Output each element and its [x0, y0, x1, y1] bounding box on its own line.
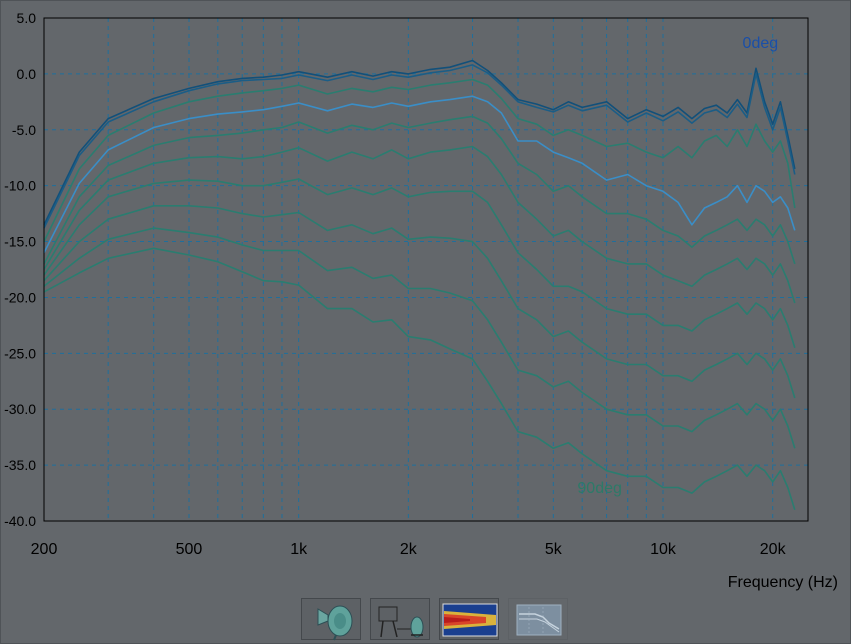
response-curve-5: [43, 145, 796, 304]
x-tick-label: 20k: [760, 541, 787, 558]
annotation-layer: 0deg 90deg: [577, 35, 778, 497]
x-tick-label: 1k: [290, 541, 308, 558]
response-curve-0: [43, 59, 796, 226]
toolbar: [301, 598, 568, 642]
response-curve-8: [43, 227, 796, 449]
response-curve-9: [43, 247, 796, 511]
y-tick-label: -40.0: [4, 513, 36, 529]
y-tick-labels: 5.0 0.0 -5.0 -10.0 -15.0 -20.0 -25.0 -30.0 -35.0…: [4, 10, 36, 529]
y-tick-label: -35.0: [4, 457, 36, 473]
horn-speaker-button[interactable]: [301, 598, 361, 641]
grid-layer: [44, 18, 808, 521]
curve-annotation: 90deg: [577, 480, 622, 497]
x-axis-title: Frequency (Hz): [728, 574, 838, 591]
x-tick-labels: 200 500 1k 2k 5k 10k 20k: [31, 541, 787, 558]
graph-view-button[interactable]: [508, 598, 568, 640]
response-curve-1: [43, 64, 796, 229]
plot-border: [43, 17, 809, 522]
graph-view-icon: [516, 604, 562, 636]
x-tick-label: 10k: [650, 541, 677, 558]
y-tick-label: 5.0: [17, 10, 37, 26]
polar-setup-icon: [378, 606, 424, 638]
y-tick-label: -20.0: [4, 289, 36, 305]
x-tick-label: 2k: [400, 541, 418, 558]
polar-setup-button[interactable]: [370, 598, 430, 640]
y-tick-label: -30.0: [4, 401, 36, 417]
y-tick-label: -10.0: [4, 178, 36, 194]
x-tick-label: 200: [31, 541, 58, 558]
y-tick-label: -25.0: [4, 345, 36, 361]
response-curve-4: [43, 115, 796, 265]
horn-speaker-icon: [317, 605, 353, 641]
x-tick-label: 500: [176, 541, 203, 558]
sonogram-icon: [442, 603, 498, 637]
curve-annotation: 0deg: [743, 35, 779, 52]
x-tick-label: 5k: [545, 541, 563, 558]
y-tick-label: -5.0: [12, 122, 36, 138]
y-tick-label: 0.0: [17, 66, 37, 82]
response-curve-3: [43, 95, 796, 254]
y-tick-label: -15.0: [4, 234, 36, 250]
curve-layer: [43, 59, 796, 511]
response-curve-6: [43, 178, 796, 348]
response-curve-7: [43, 205, 796, 399]
response-curve-2: [43, 78, 796, 242]
sonogram-button[interactable]: [439, 598, 499, 640]
frequency-response-chart: 5.0 0.0 -5.0 -10.0 -15.0 -20.0 -25.0 -30.0 -35.0…: [4, 10, 838, 591]
